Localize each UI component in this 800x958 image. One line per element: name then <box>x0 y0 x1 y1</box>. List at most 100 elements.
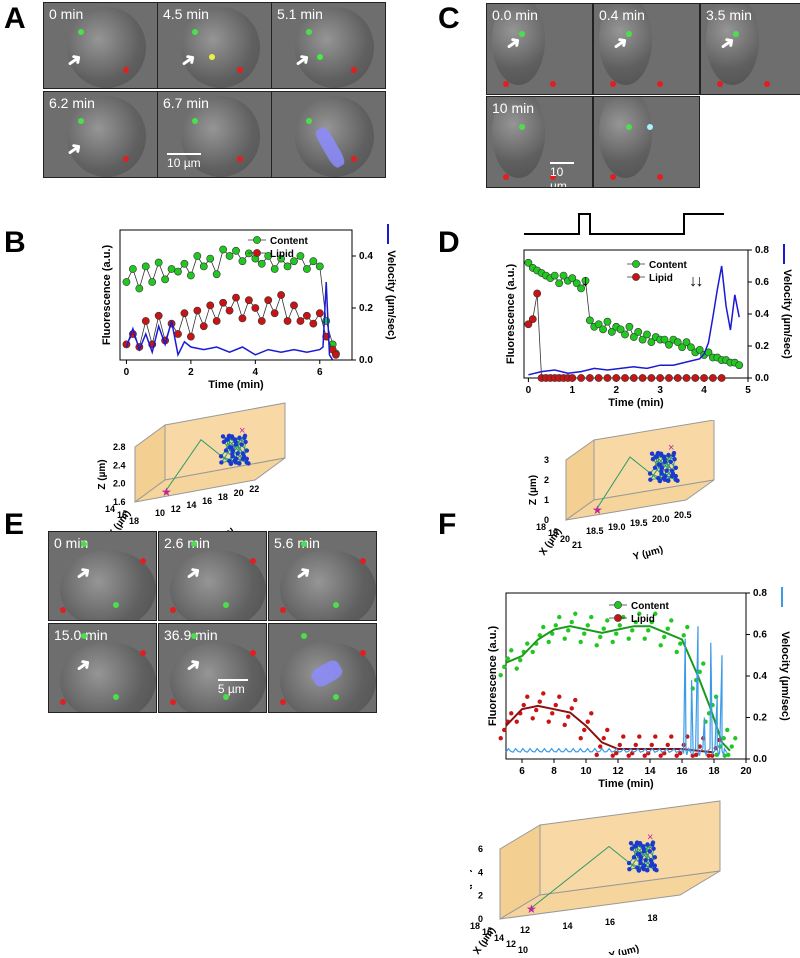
trajectory-point <box>218 454 224 459</box>
time-label: 5.6 min <box>274 535 320 551</box>
z-tick-label: 2.8 <box>113 442 126 452</box>
data-point-content <box>577 284 585 293</box>
fluorescent-particle <box>625 31 632 37</box>
data-point-content <box>589 614 594 620</box>
x-axis-label: Time (min) <box>208 379 264 391</box>
legend-marker <box>253 249 261 257</box>
data-point-lipid <box>708 374 717 382</box>
x-tick-label: 4 <box>701 385 707 396</box>
trajectory-point <box>651 846 656 851</box>
fluorescent-particle <box>139 650 146 657</box>
y-tick-label: 20.0 <box>652 514 670 524</box>
trajectory-point <box>230 454 235 459</box>
trajectory-point <box>637 841 643 846</box>
data-point-content <box>537 633 542 638</box>
data-point-lipid <box>649 742 654 748</box>
data-point-content <box>621 330 629 339</box>
data-point-content <box>578 639 583 645</box>
fluorescent-particle <box>191 28 198 35</box>
legend-label: Lipid <box>631 614 655 625</box>
micrograph-frame: 3.5 min ➜ <box>700 3 800 95</box>
z-tick-label: 2.0 <box>113 479 126 489</box>
x-tick-label: 1 <box>570 385 576 396</box>
y-tick-label: 12 <box>171 504 181 514</box>
y-tick-label: 16 <box>605 917 615 927</box>
data-point-content <box>309 257 318 266</box>
fluorescent-particle <box>237 66 244 73</box>
data-point-content <box>270 265 279 273</box>
y2-tick-label: 0.4 <box>359 251 373 262</box>
cell-body <box>599 4 652 85</box>
x-tick-label: 4 <box>253 367 259 378</box>
time-label: 6.2 min <box>49 95 95 111</box>
trajectory-point <box>664 468 669 473</box>
trajectory-point <box>243 439 248 445</box>
data-point-lipid <box>331 350 340 359</box>
x-tick-label: 20 <box>560 534 570 544</box>
trajectory-point <box>631 855 637 860</box>
fluorescent-particle <box>59 606 66 613</box>
y-axis-label: Fluorescence (a.u.) <box>101 245 113 346</box>
y-tick-label: 12 <box>520 925 530 935</box>
data-point-content <box>729 744 734 749</box>
data-point-content <box>199 262 208 271</box>
data-point-content <box>573 611 578 616</box>
panel-letter-a: A <box>4 2 26 35</box>
trajectory-point <box>654 867 659 873</box>
trajectory-point <box>648 863 654 868</box>
z-tick-label: 0 <box>544 515 549 525</box>
data-point-lipid <box>498 736 503 741</box>
data-point-lipid <box>509 711 514 716</box>
trajectory-point <box>652 863 658 868</box>
fluorescent-particle <box>123 155 130 162</box>
trajectory-point <box>662 477 667 482</box>
data-point-content <box>735 361 744 370</box>
data-point-content <box>665 340 673 349</box>
data-point-lipid <box>264 296 273 305</box>
data-point-lipid <box>678 750 683 756</box>
y-axis-label: Y (µm) <box>608 943 640 955</box>
data-point-content <box>653 611 658 616</box>
legend-marker <box>253 236 261 244</box>
data-point-content <box>296 252 305 260</box>
micrograph-frame <box>268 623 377 713</box>
time-label: 5.1 min <box>277 6 323 22</box>
data-point-content <box>128 265 137 273</box>
data-point-content <box>682 338 691 347</box>
data-point-content <box>514 666 519 671</box>
trend-line-lipid <box>505 704 715 754</box>
series-line-content <box>126 248 337 354</box>
panel-letter-f: F <box>438 508 457 541</box>
fluorescent-particle <box>191 540 198 547</box>
trajectory-point <box>666 478 671 483</box>
data-point-lipid <box>514 719 519 724</box>
data-point-content <box>678 343 687 352</box>
data-point-lipid <box>573 697 578 703</box>
fluorescent-particle <box>223 602 230 609</box>
end-cross-icon: × <box>668 442 674 454</box>
data-point-content <box>193 252 202 260</box>
data-point-lipid <box>277 291 286 299</box>
panel-letter-e: E <box>4 508 25 541</box>
data-point-lipid <box>534 707 539 713</box>
fluorescent-particle <box>113 694 120 701</box>
y2-tick-label: 0.6 <box>753 630 767 641</box>
data-point-content <box>186 271 195 280</box>
data-point-content <box>701 661 706 666</box>
micrograph-frame: 0 min ➜ <box>48 531 157 621</box>
data-point-content <box>605 618 610 623</box>
data-point-content <box>290 257 298 266</box>
data-point-content <box>161 275 170 284</box>
y2-tick-label: 0.0 <box>755 373 769 384</box>
fluorescent-particle <box>502 80 509 87</box>
velocity-line <box>528 265 740 376</box>
trajectory-point <box>242 435 247 440</box>
cell-body <box>59 549 156 620</box>
data-point-lipid <box>562 722 567 728</box>
micrograph-frame: 6.2 min ➜ <box>43 91 158 178</box>
x-tick-label: 3 <box>657 385 663 396</box>
data-point-content <box>614 631 619 636</box>
data-point-lipid <box>180 309 189 318</box>
data-point-lipid <box>717 374 726 382</box>
data-point-lipid <box>610 753 615 758</box>
